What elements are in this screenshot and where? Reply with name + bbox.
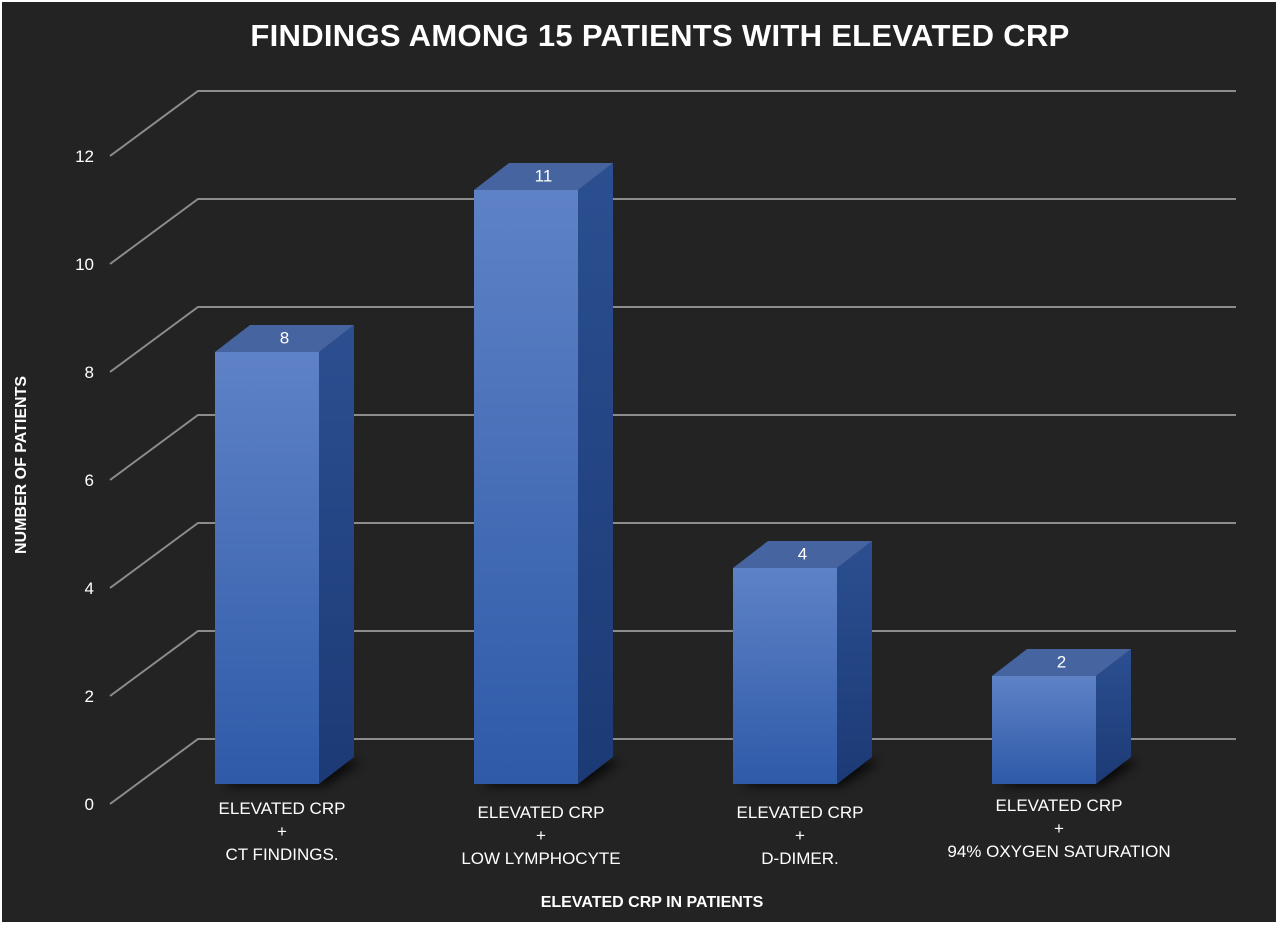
y-tick-label: 8 [85,363,94,382]
x-tick-label: ELEVATED CRP [737,803,864,822]
gridline [109,198,1236,265]
data-label: 2 [1057,653,1066,672]
y-tick-label: 10 [75,255,94,274]
bar-front [733,568,837,784]
x-tick-label: D-DIMER. [761,849,838,868]
x-axis: ELEVATED CRP + CT FINDINGS. ELEVATED CRP + LO… [219,796,1171,868]
y-axis: 0 2 4 6 8 10 12 [75,147,94,814]
gridline [109,90,1236,157]
y-tick-label: 12 [75,147,94,166]
data-label: 11 [535,167,553,186]
x-tick-label: + [536,826,546,845]
bar-side [1096,649,1131,784]
x-tick-label: ELEVATED CRP [996,796,1123,815]
gridline [109,738,1236,805]
y-tick-label: 4 [85,579,94,598]
data-label: 8 [280,329,289,348]
gridline [109,306,1236,373]
gridlines [109,90,1236,805]
bar-top [474,163,613,190]
x-axis-title: ELEVATED CRP IN PATIENTS [540,894,764,911]
x-tick-label: + [1054,819,1064,838]
bar: 2 [992,649,1139,786]
bar: 4 [733,541,880,786]
bar-front [474,190,578,784]
y-tick-label: 0 [85,795,94,814]
bar-side [319,325,354,784]
bar-front [992,676,1096,784]
bar: 11 [474,163,621,786]
bar-top [992,649,1131,676]
data-label: 4 [798,545,807,564]
gridline [109,522,1236,589]
x-tick-label: + [795,826,805,845]
x-tick-label: 94% OXYGEN SATURATION [947,842,1170,861]
bars: 8 11 4 2 [215,163,1139,786]
chart-title: FINDINGS AMONG 15 PATIENTS WITH ELEVATED… [250,18,1070,53]
bar: 8 [215,325,362,786]
gridline [109,630,1236,697]
bar-side [837,541,872,784]
bar-side [578,163,613,784]
x-tick-label: ELEVATED CRP [478,803,605,822]
bar-top [215,325,354,352]
y-tick-label: 6 [85,471,94,490]
gridline [109,414,1236,481]
bar-top [733,541,872,568]
bar-front [215,352,319,784]
x-tick-label: LOW LYMPHOCYTE [461,849,620,868]
x-tick-label: + [277,822,287,841]
y-tick-label: 2 [85,687,94,706]
x-tick-label: CT FINDINGS. [225,845,338,864]
x-tick-label: ELEVATED CRP [219,799,346,818]
